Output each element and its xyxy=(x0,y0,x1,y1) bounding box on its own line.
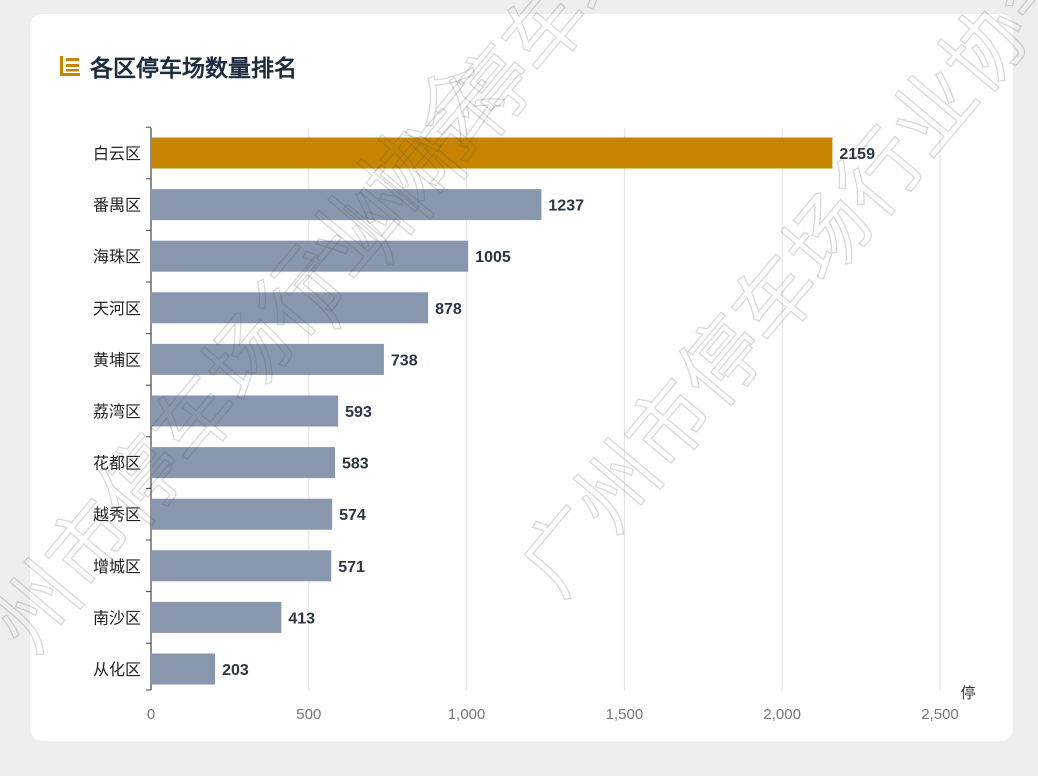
value-label: 1237 xyxy=(548,198,584,215)
bar xyxy=(151,498,333,530)
value-label: 878 xyxy=(435,301,462,318)
category-label: 花都区 xyxy=(93,454,141,473)
value-label: 593 xyxy=(345,404,372,421)
category-label: 天河区 xyxy=(93,299,141,318)
x-tick-label: 0 xyxy=(147,706,155,723)
bar xyxy=(151,292,429,324)
x-tick-label: 1,000 xyxy=(448,706,486,723)
page-title: 各区停车场数量排名 xyxy=(90,56,297,82)
category-label: 从化区 xyxy=(93,660,141,679)
bar xyxy=(151,343,384,375)
x-tick-label: 2,500 xyxy=(921,706,959,723)
x-tick-label: 1,500 xyxy=(606,706,644,723)
category-label: 荔湾区 xyxy=(93,402,141,421)
value-label: 2159 xyxy=(839,146,875,163)
category-label: 海珠区 xyxy=(93,247,141,266)
bar xyxy=(151,447,335,479)
value-label: 203 xyxy=(222,662,249,679)
category-label: 越秀区 xyxy=(93,505,141,524)
bar xyxy=(151,601,282,633)
value-label: 574 xyxy=(339,507,366,524)
category-label: 增城区 xyxy=(93,557,141,576)
value-label: 738 xyxy=(391,352,418,369)
bar xyxy=(151,240,469,272)
bar xyxy=(151,189,542,221)
list-icon xyxy=(60,56,80,76)
value-label: 1005 xyxy=(475,249,511,266)
value-label: 571 xyxy=(338,559,365,576)
bar xyxy=(151,137,833,169)
x-tick-label: 2,000 xyxy=(763,706,801,723)
category-label: 白云区 xyxy=(93,144,141,163)
bar xyxy=(151,395,339,427)
x-axis-label: 停 xyxy=(960,684,975,702)
bar xyxy=(151,653,216,685)
value-label: 583 xyxy=(342,456,369,473)
chart-title-bar: 各区停车场数量排名 xyxy=(58,46,297,86)
x-tick-label: 500 xyxy=(296,706,321,723)
value-label: 413 xyxy=(288,610,315,627)
bar xyxy=(151,550,332,582)
category-label: 番禺区 xyxy=(93,196,141,215)
category-label: 南沙区 xyxy=(93,608,141,627)
category-label: 黄埔区 xyxy=(93,350,141,369)
